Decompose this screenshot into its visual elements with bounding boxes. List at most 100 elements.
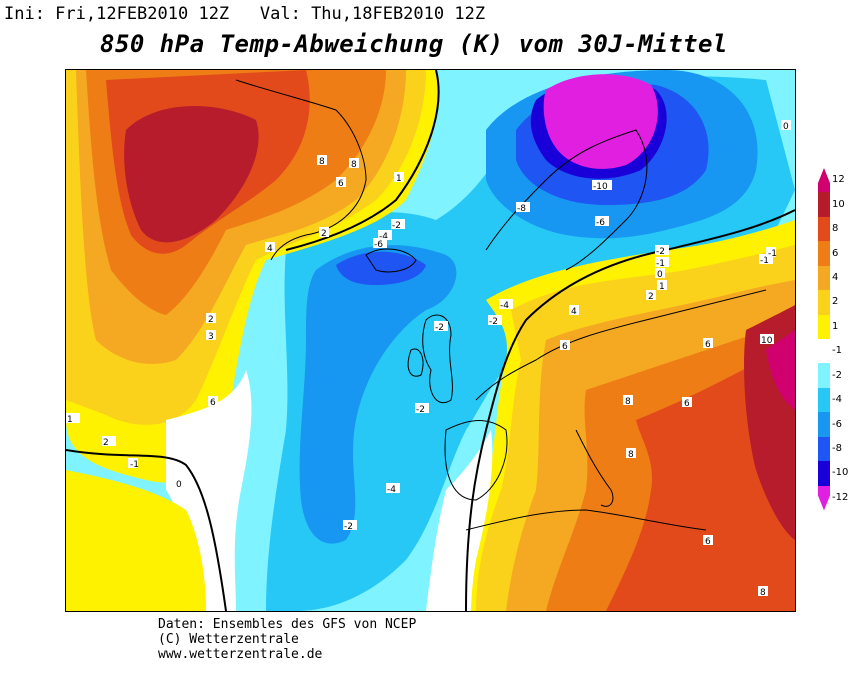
legend-swatch [818, 314, 830, 340]
field-minus4 [299, 245, 457, 544]
legend-label: -4 [832, 394, 842, 406]
contour-label-text: -1 [760, 256, 769, 266]
valid-time: Val: Thu,18FEB2010 12Z [259, 4, 486, 24]
contour-label: -2 [488, 315, 502, 327]
contour-label: 2 [102, 436, 116, 448]
contour-label-text: -4 [500, 301, 509, 311]
credit-data: Daten: Ensembles des GFS von NCEP [158, 617, 417, 632]
zero-contour-greenland [285, 70, 440, 251]
field-europe-12 [766, 330, 795, 410]
contour-label-text: -6 [374, 240, 383, 250]
legend-swatch [818, 485, 830, 511]
contour-label: -1 [759, 254, 773, 266]
contour-label: 1 [394, 172, 404, 184]
contour-label-text: 0 [783, 122, 789, 132]
contour-label-text: 6 [338, 179, 344, 189]
contour-label-text: -2 [344, 522, 353, 532]
legend-swatch [818, 339, 830, 364]
contour-label: 6 [208, 396, 218, 408]
contour-label: -2 [391, 219, 405, 231]
contour-label: -4 [378, 230, 392, 242]
contour-label-text: 8 [319, 157, 325, 167]
contour-label-text: 2 [208, 315, 214, 325]
legend-label: 4 [832, 271, 839, 283]
contour-label: 6 [703, 535, 713, 547]
legend-label: 6 [832, 247, 839, 259]
contour-label-text: 1 [659, 282, 665, 292]
legend-label: 12 [832, 174, 845, 186]
legend-label: -2 [832, 369, 842, 381]
contour-label-text: 10 [761, 336, 773, 346]
iceland-coast [365, 248, 417, 273]
contour-label: 3 [206, 330, 216, 342]
legend-label: -6 [832, 418, 842, 430]
contour-label-text: -4 [387, 485, 396, 495]
contour-label-text: 4 [267, 244, 273, 254]
field-scandinavia-minus12 [543, 74, 658, 169]
contour-label: -2 [434, 321, 448, 333]
contour-label: -4 [499, 299, 513, 311]
contour-label-text: 8 [628, 450, 634, 460]
legend-swatch [818, 216, 830, 242]
credit-url[interactable]: www.wetterzentrale.de [158, 647, 323, 662]
contour-label-text: -2 [435, 323, 444, 333]
contour-label: 0 [655, 268, 665, 280]
contour-label-text: -2 [489, 317, 498, 327]
legend-swatch [818, 412, 830, 438]
legend-swatch [818, 241, 830, 267]
contour-label-text: -10 [593, 182, 608, 192]
contour-label: -6 [595, 216, 609, 228]
contour-label-text: 6 [705, 537, 711, 547]
contour-label: 1 [657, 280, 667, 292]
legend-label: -8 [832, 442, 842, 454]
contour-label: 8 [758, 586, 768, 598]
legend-swatch [818, 387, 830, 413]
contour-label-text: 2 [648, 292, 654, 302]
legend-swatch [818, 461, 830, 487]
contour-label-text: 0 [176, 480, 182, 490]
contour-label-text: 1 [67, 415, 73, 425]
contour-label: -1 [128, 458, 139, 470]
contour-label-text: 8 [760, 588, 766, 598]
contour-label-text: 2 [103, 438, 109, 448]
greenland-coast [235, 79, 367, 261]
contour-label: -2 [655, 245, 669, 257]
contour-labels: 8 8 6 4 2 1 -2 -4 -6 -8 -10 -6 -2 -1 0 1… [66, 120, 791, 598]
zero-contour [66, 449, 227, 611]
contour-label: 6 [560, 340, 570, 352]
contour-label: 1 [66, 413, 80, 425]
legend-swatch [818, 290, 830, 316]
field-greenland-10 [124, 106, 259, 243]
contour-label-text: 1 [396, 174, 402, 184]
contour-label: -2 [415, 403, 429, 415]
contour-label-text: 6 [562, 342, 568, 352]
contour-label-text: 6 [684, 399, 690, 409]
contour-label-text: -1 [768, 249, 777, 259]
iberia-coast [444, 420, 508, 501]
contour-label: 6 [703, 338, 713, 350]
contour-label: 8 [317, 155, 327, 167]
field-zero-band [166, 370, 252, 611]
africa-coast [465, 509, 707, 531]
contour-label: 8 [349, 158, 359, 170]
contour-label: -10 [592, 180, 612, 192]
scandinavia-coast [485, 129, 648, 271]
contour-label: 2 [319, 227, 329, 239]
contour-label-text: -1 [130, 460, 139, 470]
contour-label: -1 [766, 247, 777, 259]
legend-swatch [818, 265, 830, 291]
contour-label-text: 2 [321, 229, 327, 239]
contour-label: -6 [373, 238, 387, 250]
legend-swatch [818, 363, 830, 389]
contour-label: 6 [682, 397, 692, 409]
contour-label-text: 6 [705, 340, 711, 350]
legend-label: -12 [832, 491, 849, 503]
contour-label-text: 3 [208, 332, 214, 342]
contour-label: 4 [265, 242, 275, 254]
contour-label-text: 8 [625, 397, 631, 407]
contour-label: 8 [623, 395, 633, 407]
contour-label-text: -8 [517, 204, 526, 214]
coastlines [235, 79, 767, 531]
temperature-anomaly-map: 8 8 6 4 2 1 -2 -4 -6 -8 -10 -6 -2 -1 0 1… [65, 69, 796, 612]
legend-label: -10 [832, 467, 849, 479]
